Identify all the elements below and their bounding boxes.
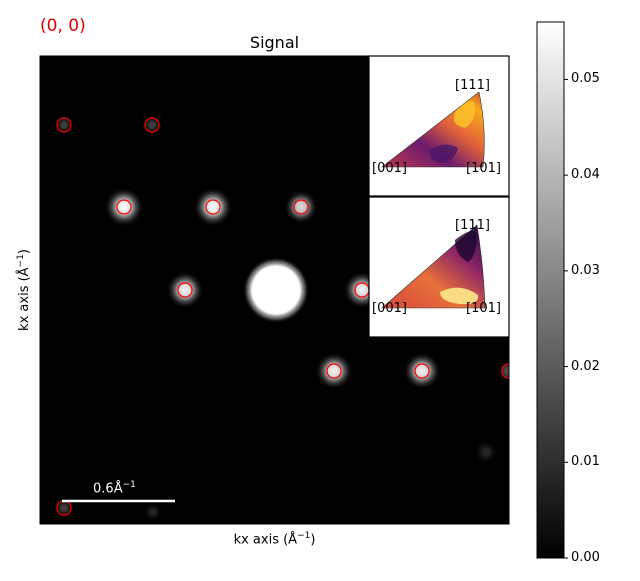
ipf-lowregion (455, 231, 477, 262)
diffraction-spot (496, 359, 509, 383)
vector-marker[interactable] (177, 282, 193, 298)
colorbar-tick-label: 0.04 (571, 167, 600, 183)
vector-marker[interactable] (56, 117, 72, 133)
ipf-highlight (440, 287, 479, 305)
diffraction-spot (166, 271, 204, 309)
colorbar-tick-label: 0.00 (571, 550, 600, 565)
y-axis-label: kx axis (Å−1) (15, 249, 33, 331)
vector-marker[interactable] (205, 199, 221, 215)
diffraction-spot (403, 352, 441, 390)
vector-marker[interactable] (501, 363, 516, 379)
ipf-highlight (453, 101, 475, 128)
colorbar-tick-label: 0.03 (571, 262, 600, 278)
vector-marker[interactable] (293, 199, 309, 215)
inset2-label-001: [001] (372, 301, 407, 316)
vector-markers[interactable] (56, 117, 516, 516)
colorbar-ticks (564, 78, 568, 559)
colorbar-tick-label: 0.01 (571, 454, 600, 470)
colorbar (536, 21, 568, 559)
diffraction-spot (104, 187, 144, 227)
diffraction-spot (193, 187, 233, 227)
diffraction-spot (474, 440, 498, 464)
inverse-pole-figure-2[interactable] (368, 196, 510, 338)
diffraction-spot (315, 352, 353, 390)
colorbar-gradient (536, 21, 565, 559)
diffraction-spot (284, 190, 318, 224)
x-axis-label: kx axis (Å−1) (233, 531, 316, 548)
inset1-label-101: [101] (466, 161, 501, 176)
scale-bar-label: 0.6Å−1 (93, 480, 136, 497)
colorbar-tick-label: 0.02 (571, 358, 600, 374)
ipf-lowregion (429, 144, 458, 163)
inset1-label-111: [111] (455, 78, 490, 93)
inset1-label-001: [001] (372, 161, 407, 176)
coordinate-readout: (0, 0) (40, 16, 86, 36)
colorbar-tick-label: 0.05 (571, 71, 600, 87)
vector-marker[interactable] (116, 199, 132, 215)
plot-title: Signal (249, 33, 300, 52)
diffraction-spot (144, 503, 162, 521)
inverse-pole-figure-1[interactable] (368, 55, 510, 197)
vector-marker[interactable] (414, 363, 430, 379)
vector-marker[interactable] (326, 363, 342, 379)
center-beam (243, 257, 309, 323)
vector-marker[interactable] (144, 117, 160, 133)
inset2-label-101: [101] (466, 301, 501, 316)
inset2-label-111: [111] (455, 218, 490, 233)
